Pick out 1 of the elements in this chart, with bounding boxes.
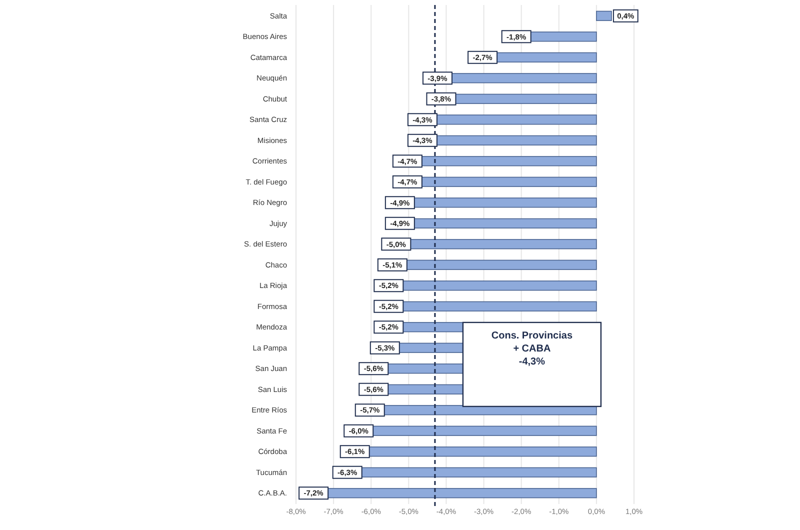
ref-line-label: Cons. Provincias + CABA -4,3% <box>491 330 573 368</box>
